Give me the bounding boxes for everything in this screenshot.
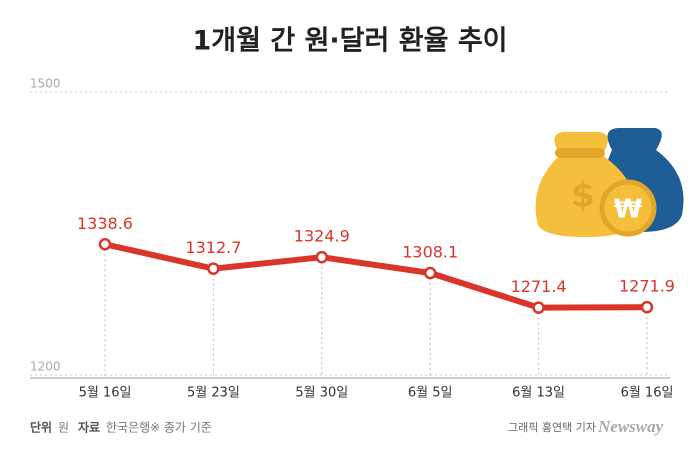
brand: Newsway [597,417,664,436]
svg-text:₩: ₩ [614,195,643,225]
footer-text: 자료 [78,420,100,435]
point [207,262,220,275]
point [640,300,654,314]
footer-text: 단위 [30,420,52,435]
x-tick-label: 6월 16일 [621,386,674,401]
point [315,250,329,264]
point [423,266,437,280]
footer-text: 그래픽 홍연택 기자 [508,420,596,434]
svg-text:$: $ [571,176,595,216]
x-tick-label: 6월 13일 [512,386,565,401]
point [98,238,112,251]
y-tick-label: 1500 [30,77,61,91]
x-tick-label: 5월 30일 [295,386,348,401]
x-tick-label: 6월 5일 [408,386,453,401]
money-bags-icon: $ ₩ [535,128,684,237]
chart-title: 1개월 간 원·달러 환율 추이 [192,26,507,57]
data-label: 1324.9 [294,227,350,246]
data-label: 1271.4 [511,277,567,296]
line [104,241,648,311]
x-tick-label: 5월 23일 [187,386,240,401]
x-tick-label: 5월 16일 [79,386,132,401]
footer-text: ※ 종가 기준 [150,421,212,435]
point [532,301,545,314]
y-tick-label: 1200 [30,360,61,374]
data-label: 1338.6 [77,214,133,233]
footer-text: 원 [58,421,69,435]
footer-text: 한국은행 [106,420,150,435]
data-label: 1308.1 [402,243,458,262]
data-label: 1312.7 [185,238,241,257]
data-label: 1271.9 [619,277,675,296]
